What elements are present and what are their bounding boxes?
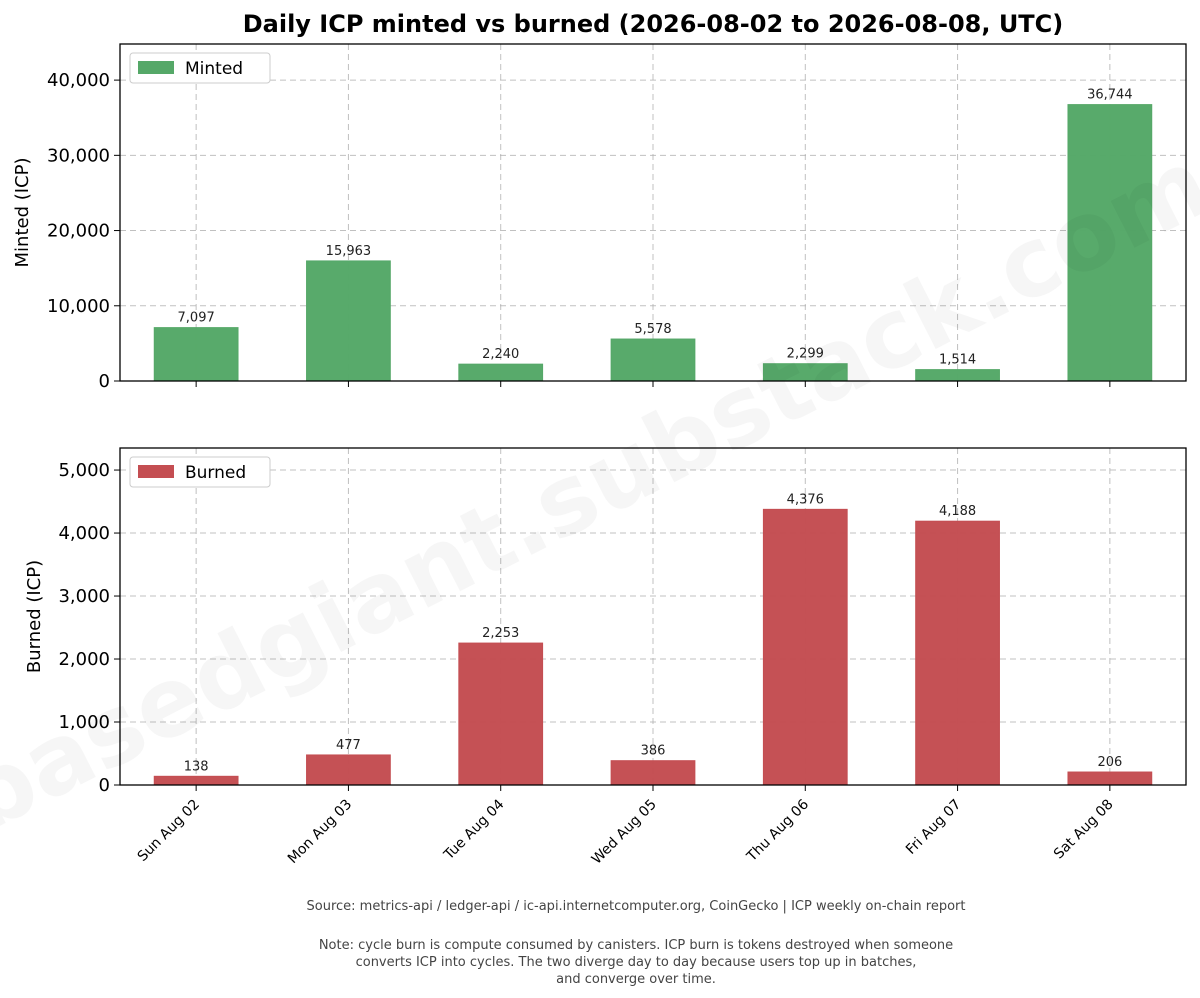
data-label: 36,744 [1087,88,1133,103]
data-label: 2,253 [482,626,519,641]
legend-swatch [138,465,174,478]
data-label: 386 [641,744,666,759]
chart-title: Daily ICP minted vs burned (2026-08-02 t… [243,10,1064,38]
axes-frame [119,447,1187,786]
y-tick-label: 3,000 [58,586,110,607]
note-line-1: Note: cycle burn is compute consumed by … [319,938,953,953]
note-line-3: and converge over time. [556,972,716,987]
bar [610,338,696,382]
legend: Burned [129,456,271,488]
legend-box [129,52,271,84]
bar [1067,771,1153,786]
data-label: 2,299 [787,347,824,362]
note-line-2: converts ICP into cycles. The two diverg… [356,955,917,970]
axes-frame [119,43,1187,382]
y-tick-label: 0 [99,775,110,796]
bar [306,260,391,382]
bar [458,363,544,382]
data-label: 1,514 [939,353,976,368]
bar [306,754,391,786]
legend-swatch [138,61,174,74]
data-label: 5,578 [634,322,671,337]
y-tick-label: 5,000 [58,460,110,481]
data-label: 206 [1097,755,1122,770]
bar [610,760,696,786]
y-tick-label: 4,000 [58,523,110,544]
y-tick-label: 40,000 [47,70,110,91]
bar [153,775,239,786]
y-tick-label: 30,000 [47,145,110,166]
y-axis-label: Burned (ICP) [24,560,45,673]
legend-label: Burned [185,463,246,483]
bar [458,642,544,786]
data-label: 15,963 [326,244,372,259]
y-tick-label: 2,000 [58,649,110,670]
data-label: 477 [336,738,361,753]
source-note: Source: metrics-api / ledger-api / ic-ap… [307,899,966,914]
legend-label: Minted [185,59,243,79]
bar [153,327,239,382]
legend-box [129,456,271,488]
y-tick-label: 10,000 [47,296,110,317]
data-label: 4,188 [939,504,976,519]
chart-panel-1: 0 10,000 20,000 30,000 40,000 7,097 15,963 2,24… [12,43,1187,392]
y-tick-label: 20,000 [47,221,110,242]
bar [915,520,1000,786]
y-tick-label: 1,000 [58,712,110,733]
y-tick-label: 0 [99,371,110,392]
bar [762,508,848,786]
data-label: 2,240 [482,347,519,362]
data-label: 4,376 [787,492,824,507]
legend: Minted [129,52,271,84]
bar [1067,104,1153,382]
data-label: 7,097 [178,311,215,326]
y-axis-label: Minted (ICP) [12,158,33,268]
data-label: 138 [184,759,209,774]
